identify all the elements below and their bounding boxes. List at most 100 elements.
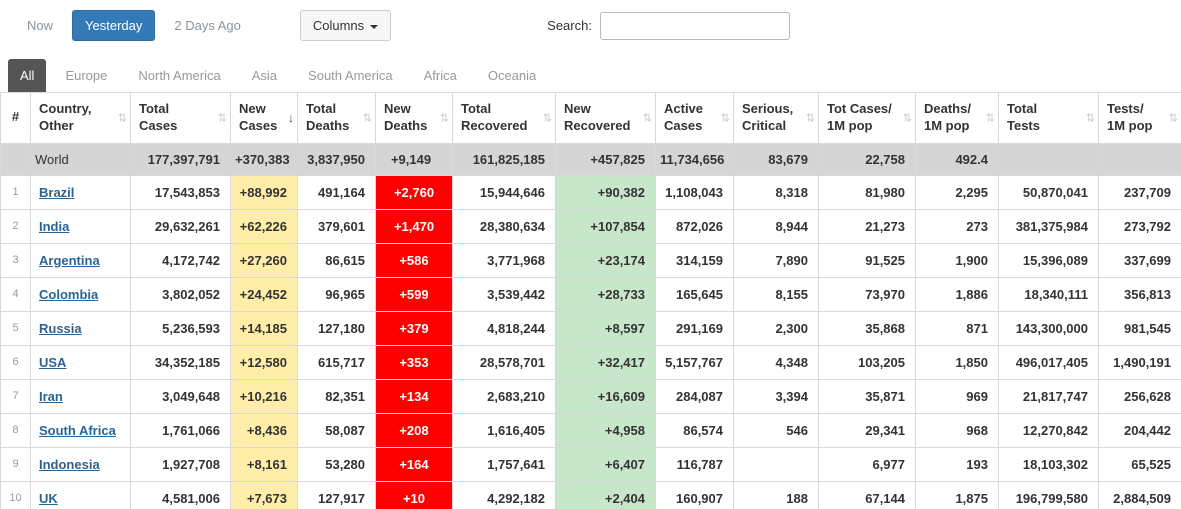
col-header-new_recovered[interactable]: New Recovered ⇅	[555, 92, 656, 144]
cell-total_cases: 3,802,052	[130, 276, 231, 312]
cell-new_deaths: +1,470	[375, 208, 453, 244]
col-header-label: Total Deaths	[306, 101, 350, 133]
tab-africa[interactable]: Africa	[423, 68, 457, 83]
search-input[interactable]	[599, 11, 790, 40]
tab-asia[interactable]: Asia	[251, 68, 278, 83]
world-row: World 177,397,791 +370,383 3,837,950 +9,149 1…	[0, 142, 1181, 176]
col-header-deaths_per_1m[interactable]: Deaths/ 1M pop ⇅	[915, 92, 999, 144]
cell-new_cases: +7,673	[230, 480, 298, 509]
tab-south-america[interactable]: South America	[308, 68, 393, 83]
cell-active_cases: 1,108,043	[655, 174, 734, 210]
col-header-total_cases[interactable]: Total Cases ⇅	[130, 92, 231, 144]
cell-tests_per_1m	[1098, 142, 1181, 176]
col-header-new_deaths[interactable]: New Deaths ⇅	[375, 92, 453, 144]
col-header-country[interactable]: Country, Other ⇅	[30, 92, 131, 144]
cell-country: India	[30, 208, 131, 244]
cell-total_cases: 34,352,185	[130, 344, 231, 380]
cell-serious_critical: 8,944	[733, 208, 819, 244]
cell-rank: 9	[0, 446, 31, 482]
columns-dropdown[interactable]: Columns	[299, 10, 392, 41]
country-link[interactable]: Argentina	[39, 252, 100, 268]
country-row-south-africa: 8 South Africa 1,761,066 +8,436 58,087 +208 1,…	[0, 412, 1181, 448]
col-header-active_cases[interactable]: Active Cases ⇅	[655, 92, 734, 144]
cell-country: Brazil	[30, 174, 131, 210]
cell-tests_per_1m: 1,490,191	[1098, 344, 1181, 380]
cell-total_recovered: 15,944,646	[452, 174, 556, 210]
country-link[interactable]: Indonesia	[39, 456, 100, 472]
cell-total_deaths: 82,351	[297, 378, 376, 414]
cell-cases_per_1m: 35,871	[818, 378, 916, 414]
country-link[interactable]: India	[39, 218, 70, 234]
cell-new_recovered: +6,407	[555, 446, 656, 482]
cell-new_cases: +24,452	[230, 276, 298, 312]
col-header-label: Active Cases	[664, 101, 704, 133]
sort-icon: ⇅	[1085, 112, 1095, 125]
cell-country: South Africa	[30, 412, 131, 448]
country-link[interactable]: USA	[39, 354, 67, 370]
cell-total_cases: 29,632,261	[130, 208, 231, 244]
cell-new_cases: +8,161	[230, 446, 298, 482]
col-header-tests_per_1m[interactable]: Tests/ 1M pop ⇅	[1098, 92, 1181, 144]
col-header-total_recovered[interactable]: Total Recovered ⇅	[452, 92, 556, 144]
cell-total_tests: 21,817,747	[998, 378, 1099, 414]
cell-country: World	[30, 142, 131, 176]
country-link[interactable]: Russia	[39, 320, 82, 336]
cell-active_cases: 5,157,767	[655, 344, 734, 380]
col-header-label: Country, Other	[39, 101, 92, 133]
yesterday-button[interactable]: Yesterday	[72, 10, 156, 41]
cell-serious_critical: 2,300	[733, 310, 819, 346]
col-header-label: Tot Cases/ 1M pop	[827, 101, 892, 133]
country-link[interactable]: Iran	[39, 388, 63, 404]
cell-new_deaths: +208	[375, 412, 453, 448]
cell-new_cases: +8,436	[230, 412, 298, 448]
col-header-total_deaths[interactable]: Total Deaths ⇅	[297, 92, 376, 144]
cell-country: Indonesia	[30, 446, 131, 482]
cell-rank: 10	[0, 480, 31, 509]
cell-total_recovered: 3,771,968	[452, 242, 556, 278]
country-link[interactable]: Brazil	[39, 184, 75, 200]
cell-active_cases: 314,159	[655, 242, 734, 278]
col-header-label: Total Cases	[139, 101, 178, 133]
tab-oceania[interactable]: Oceania	[487, 68, 537, 83]
cell-tests_per_1m: 337,699	[1098, 242, 1181, 278]
cell-total_recovered: 28,578,701	[452, 344, 556, 380]
cell-deaths_per_1m: 273	[915, 208, 999, 244]
cell-new_deaths: +353	[375, 344, 453, 380]
sort-icon: ⇅	[1168, 112, 1178, 125]
cell-country: Russia	[30, 310, 131, 346]
col-header-total_tests[interactable]: Total Tests ⇅	[998, 92, 1099, 144]
cell-active_cases: 160,907	[655, 480, 734, 509]
col-header-cases_per_1m[interactable]: Tot Cases/ 1M pop ⇅	[818, 92, 916, 144]
sort-icon: ⇅	[985, 112, 995, 125]
now-button[interactable]: Now	[14, 10, 66, 41]
country-row-uk: 10 UK 4,581,006 +7,673 127,917 +10 4,292,182 +2…	[0, 480, 1181, 509]
cell-deaths_per_1m: 1,900	[915, 242, 999, 278]
cell-total_recovered: 161,825,185	[452, 142, 556, 176]
cell-new_recovered: +2,404	[555, 480, 656, 509]
cell-rank: 8	[0, 412, 31, 448]
col-header-new_cases[interactable]: New Cases ↓	[230, 92, 298, 144]
cell-active_cases: 284,087	[655, 378, 734, 414]
cell-cases_per_1m: 67,144	[818, 480, 916, 509]
cell-cases_per_1m: 22,758	[818, 142, 916, 176]
tab-all[interactable]: All	[8, 59, 47, 92]
cell-total_deaths: 3,837,950	[297, 142, 376, 176]
country-link[interactable]: South Africa	[39, 422, 116, 438]
cell-total_deaths: 96,965	[297, 276, 376, 312]
cell-country: USA	[30, 344, 131, 380]
col-header-label: New Cases	[239, 101, 278, 133]
country-link[interactable]: UK	[39, 490, 58, 506]
col-header-serious_critical[interactable]: Serious, Critical ⇅	[733, 92, 819, 144]
cell-cases_per_1m: 103,205	[818, 344, 916, 380]
col-header-label: Serious, Critical	[742, 101, 794, 133]
tab-north-america[interactable]: North America	[138, 68, 221, 83]
cell-tests_per_1m: 273,792	[1098, 208, 1181, 244]
cell-active_cases: 165,645	[655, 276, 734, 312]
country-link[interactable]: Colombia	[39, 286, 99, 302]
tab-europe[interactable]: Europe	[65, 68, 108, 83]
cell-tests_per_1m: 256,628	[1098, 378, 1181, 414]
cell-new_deaths: +586	[375, 242, 453, 278]
two-days-ago-button[interactable]: 2 Days Ago	[161, 10, 254, 41]
cell-rank: 6	[0, 344, 31, 380]
cell-serious_critical: 8,318	[733, 174, 819, 210]
